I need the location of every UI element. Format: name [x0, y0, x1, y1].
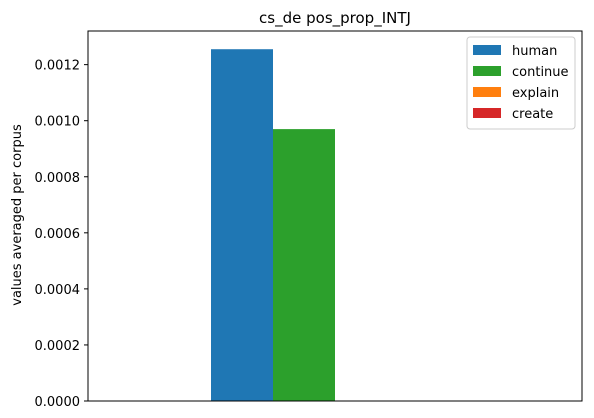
plot-frame — [87, 30, 583, 402]
legend-box — [466, 36, 576, 130]
legend-swatch-human — [473, 45, 501, 55]
y-tick-label: 0.0010 — [35, 115, 81, 130]
y-tick-label: 0.0002 — [35, 339, 81, 354]
legend-swatch-continue — [473, 66, 501, 76]
bar-continue — [273, 129, 335, 401]
legend-swatch-explain — [473, 87, 501, 97]
y-axis-label: values averaged per corpus — [10, 124, 25, 306]
legend: human continue explain create — [466, 36, 576, 130]
y-tick-label: 0.0008 — [35, 171, 81, 186]
y-tick-label: 0.0000 — [35, 395, 81, 410]
y-axis: 0.0000 0.0002 0.0004 0.0006 0.0008 0.0010 0.00… — [35, 59, 88, 410]
legend-label-human: human — [512, 44, 557, 59]
legend-label-create: create — [512, 107, 553, 122]
y-tick-label: 0.0006 — [35, 227, 81, 242]
legend-swatch-create — [473, 108, 501, 118]
y-tick-label: 0.0004 — [35, 283, 81, 298]
bar-human — [211, 49, 273, 401]
bars-group — [211, 49, 335, 401]
legend-label-explain: explain — [512, 86, 559, 101]
chart-title: cs_de pos_prop_INTJ — [259, 9, 411, 28]
y-tick-label: 0.0012 — [35, 59, 81, 74]
legend-label-continue: continue — [512, 65, 569, 80]
